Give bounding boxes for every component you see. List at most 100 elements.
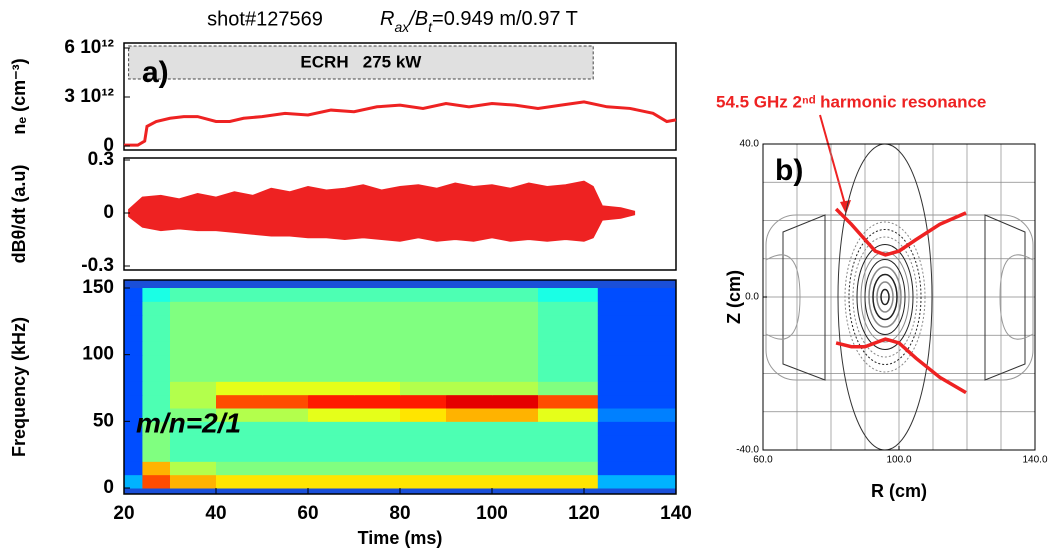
flux-surface xyxy=(864,259,906,335)
spectrogram-cell xyxy=(262,381,309,396)
spectrogram-cell xyxy=(170,421,217,436)
y-tick-label: 0 xyxy=(103,202,114,223)
y-axis-label: Z (cm) xyxy=(724,270,744,324)
spectrogram-cell xyxy=(124,301,143,316)
spectrogram-cell xyxy=(446,408,493,422)
spectrogram-cell xyxy=(308,394,355,409)
y-axis-label: dBθ/dt (a.u) xyxy=(9,165,29,264)
spectrogram-cell xyxy=(354,288,401,302)
spectrogram-cell xyxy=(400,421,447,436)
y-tick-label: -0.3 xyxy=(81,255,114,276)
spectrogram-cell xyxy=(262,421,309,436)
spectrogram-cell xyxy=(538,381,599,396)
spectrogram-cell xyxy=(262,474,309,489)
spectrogram-cell xyxy=(400,328,447,342)
flux-surface xyxy=(856,244,914,350)
spectrogram-cell xyxy=(216,288,263,302)
spectrogram-cell xyxy=(262,301,309,316)
spectrogram-cell xyxy=(538,368,599,382)
spectrogram-cell xyxy=(124,368,143,382)
spectrogram-cell xyxy=(124,448,143,462)
spectrogram-cell xyxy=(142,394,171,409)
spectrogram-cell xyxy=(124,341,143,356)
spectrogram-cell xyxy=(124,354,143,369)
spectrogram-cell xyxy=(400,301,447,316)
y-axis-label: nₑ (cm⁻³) xyxy=(9,58,29,134)
flux-surface xyxy=(860,251,910,343)
spectrogram-cell xyxy=(170,354,217,369)
spectrogram-cell xyxy=(492,354,539,369)
spectrogram-cell xyxy=(216,354,263,369)
spectrogram-cell xyxy=(446,394,493,409)
spectrogram-cell xyxy=(400,314,447,329)
spectrogram-cell xyxy=(538,434,599,449)
spectrogram-cell xyxy=(262,328,309,342)
ecrh-label: ECRH 275 kW xyxy=(300,52,422,71)
spectrogram-cell xyxy=(262,461,309,476)
spectrogram-cell xyxy=(262,394,309,409)
y-axis-label: Frequency (kHz) xyxy=(9,317,29,457)
spectrogram-cell xyxy=(308,381,355,396)
y-tick-label: 0.3 xyxy=(88,149,114,170)
spectrogram-cell xyxy=(492,301,539,316)
spectrogram-cell xyxy=(597,328,677,342)
spectrogram-cell xyxy=(142,421,171,436)
spectrogram-cell xyxy=(216,408,263,422)
y-tick-label: 0 xyxy=(103,477,114,498)
spectrogram-cell xyxy=(216,434,263,449)
spectrogram-cell xyxy=(538,408,599,422)
spectrogram-cell xyxy=(446,368,493,382)
spectrogram-cell xyxy=(216,461,263,476)
spectrogram-cell xyxy=(170,434,217,449)
spectrogram-cell xyxy=(142,354,171,369)
x-tick-label: 120 xyxy=(568,503,600,524)
y-tick-label: 0 xyxy=(103,135,114,156)
spectrogram-cell xyxy=(354,368,401,382)
spectrogram-cell xyxy=(170,394,217,409)
spectrogram-cell xyxy=(400,288,447,302)
spectrogram-cell xyxy=(262,341,309,356)
y-tick-label: 100 xyxy=(82,344,114,365)
spectrogram-cell xyxy=(400,408,447,422)
spectrogram-cell xyxy=(124,434,143,449)
spectrogram-cell xyxy=(446,288,493,302)
spectrogram-cell xyxy=(538,341,599,356)
spectrogram-cell xyxy=(400,461,447,476)
spectrogram-cell xyxy=(262,314,309,329)
spectrogram-cell xyxy=(446,434,493,449)
y-tick-label: 0.0 xyxy=(745,292,759,303)
spectrogram-cell xyxy=(170,328,217,342)
spectrogram-cell xyxy=(308,434,355,449)
spectrogram-cell xyxy=(597,314,677,329)
spectrogram-cell xyxy=(492,394,539,409)
spectrogram-cell xyxy=(354,354,401,369)
spectrogram-cell xyxy=(170,341,217,356)
spectrogram-cell xyxy=(308,301,355,316)
x-tick-label: 100 xyxy=(476,503,508,524)
spectrogram-cell xyxy=(124,394,143,409)
spectrogram-cell xyxy=(262,448,309,462)
spectrogram-cell xyxy=(216,381,263,396)
flux-surface xyxy=(868,266,902,328)
db-envelope xyxy=(128,180,636,242)
spectrogram-cell xyxy=(446,448,493,462)
spectrogram-cell xyxy=(597,301,677,316)
subtitle-part: R xyxy=(380,8,394,30)
spectrogram-cell xyxy=(124,421,143,436)
resonance-label: 54.5 GHz 2ⁿᵈ harmonic resonance xyxy=(716,92,986,111)
spectrogram-cell xyxy=(354,394,401,409)
spectrogram-cell xyxy=(446,341,493,356)
spectrogram-cell xyxy=(597,354,677,369)
spectrogram-cell xyxy=(124,288,143,302)
spectrogram-cell xyxy=(446,474,493,489)
spectrogram-cell xyxy=(446,354,493,369)
y-tick-label: 50 xyxy=(93,410,114,431)
spectrogram-cell xyxy=(170,368,217,382)
spectrogram-cell xyxy=(262,368,309,382)
spectrogram-cell xyxy=(142,408,171,422)
spectrogram-cell xyxy=(354,408,401,422)
spectrogram-cell xyxy=(142,341,171,356)
spectrogram-cell xyxy=(538,421,599,436)
spectrogram-cell xyxy=(142,381,171,396)
spectrogram-cell xyxy=(308,408,355,422)
